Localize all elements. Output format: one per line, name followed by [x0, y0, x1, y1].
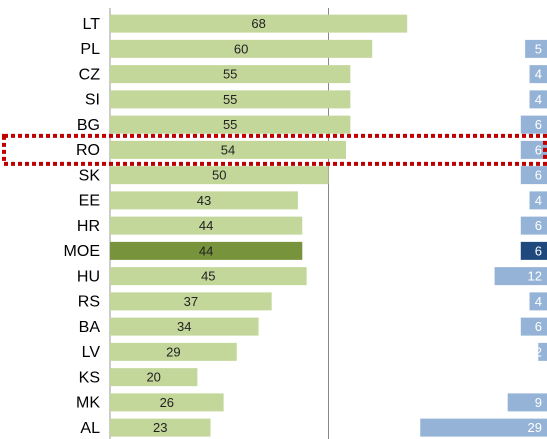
bar [110, 267, 307, 286]
category-label: MK [76, 395, 100, 412]
bar [110, 292, 272, 311]
bar [529, 191, 547, 210]
value-label: 37 [184, 294, 198, 309]
value-label: 2 [535, 344, 542, 359]
value-label: 12 [528, 269, 542, 284]
bar [520, 216, 547, 235]
category-label: AL [80, 420, 100, 437]
bar [110, 241, 303, 260]
category-label: SK [79, 167, 101, 184]
value-label: 68 [251, 16, 265, 31]
bar [110, 191, 298, 210]
value-label: 9 [535, 395, 542, 410]
category-label: CZ [79, 66, 101, 83]
value-label: 6 [535, 168, 542, 183]
value-label: 20 [146, 370, 160, 385]
bar [110, 115, 351, 134]
value-label: 50 [212, 168, 226, 183]
bar [529, 90, 547, 109]
bar [494, 267, 547, 286]
highlight-box [2, 133, 547, 166]
bar [110, 418, 211, 437]
bar [520, 115, 547, 134]
value-label: 6 [535, 319, 542, 334]
value-label: 23 [153, 420, 167, 435]
bar [520, 140, 547, 159]
category-label: HU [77, 268, 100, 285]
category-label: PL [80, 41, 100, 58]
value-label: 54 [221, 142, 235, 157]
bar [420, 418, 547, 437]
category-label: MOE [64, 243, 100, 260]
value-label: 5 [535, 41, 542, 56]
value-label: 55 [223, 92, 237, 107]
bar [110, 39, 373, 58]
value-label: 60 [234, 41, 248, 56]
value-label: 55 [223, 117, 237, 132]
value-label: 55 [223, 67, 237, 82]
value-label: 4 [535, 294, 542, 309]
bar [520, 166, 547, 185]
category-label: EE [79, 193, 100, 210]
bar [110, 317, 259, 336]
bar [110, 368, 198, 387]
value-label: 6 [535, 243, 542, 258]
value-label: 4 [535, 67, 542, 82]
bar [110, 166, 329, 185]
category-label: BG [77, 117, 100, 134]
bar [110, 65, 351, 84]
value-label: 4 [535, 193, 542, 208]
category-label: SI [85, 92, 100, 109]
category-label: LV [82, 344, 101, 361]
value-label: 34 [177, 319, 191, 334]
category-label: BA [79, 319, 101, 336]
bar [110, 140, 346, 159]
value-label: 26 [160, 395, 174, 410]
bar [110, 14, 408, 33]
value-label: 29 [166, 344, 180, 359]
bar [110, 342, 237, 361]
bar [507, 393, 547, 412]
category-label: RS [78, 294, 100, 311]
bar [529, 292, 547, 311]
category-label: LT [83, 16, 101, 33]
value-label: 4 [535, 92, 542, 107]
value-label: 29 [528, 420, 542, 435]
bar [538, 342, 547, 361]
bar [110, 90, 351, 109]
value-label: 43 [197, 193, 211, 208]
value-label: 6 [535, 117, 542, 132]
value-label: 6 [535, 218, 542, 233]
category-label: RO [76, 142, 100, 159]
value-label: 45 [201, 269, 215, 284]
category-label: HR [77, 218, 100, 235]
value-label: 44 [199, 218, 213, 233]
value-label: 6 [535, 142, 542, 157]
bar [110, 216, 303, 235]
bar [529, 65, 547, 84]
bar [525, 39, 547, 58]
bar [520, 241, 547, 260]
bar [520, 317, 547, 336]
category-label: KS [79, 369, 100, 386]
value-label: 44 [199, 243, 213, 258]
bar [110, 393, 224, 412]
